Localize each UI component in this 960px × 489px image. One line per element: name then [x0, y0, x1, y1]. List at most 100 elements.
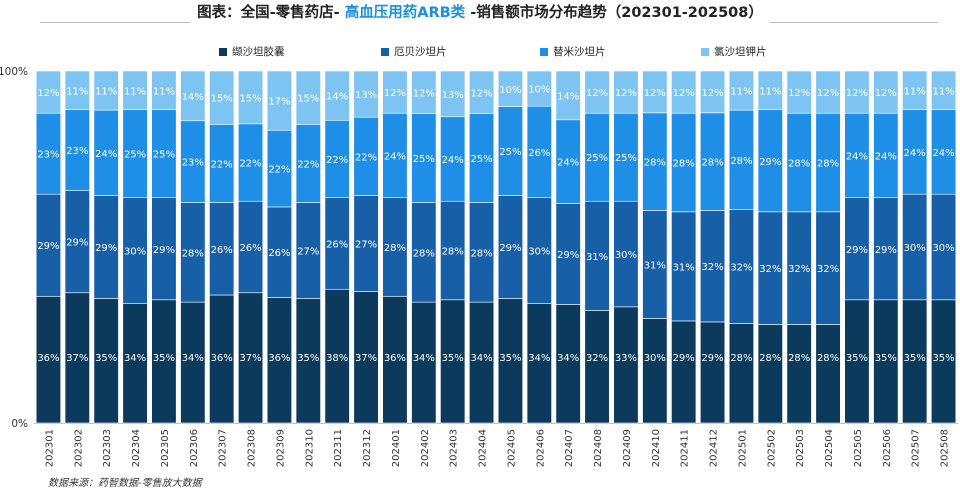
data-label-202504-series-3: 12% — [817, 88, 839, 99]
bar-202304-series-2 — [122, 109, 148, 199]
bar-202412-series-2 — [700, 112, 726, 211]
bar-202305-series-3 — [151, 70, 177, 111]
data-label-202504-series-0: 28% — [817, 353, 839, 364]
data-label-202312-series-0: 37% — [355, 353, 377, 364]
bar-202412-series-3 — [700, 70, 726, 114]
bar-202311-series-0 — [324, 288, 350, 424]
x-tick-label-202306: 202306 — [189, 429, 200, 467]
data-label-202502-series-2: 29% — [759, 157, 781, 168]
bar-202501-series-1 — [728, 209, 754, 324]
bar-202307-series-2 — [209, 124, 235, 203]
bar-202304-series-1 — [122, 197, 148, 304]
data-label-202302-series-2: 23% — [66, 146, 88, 157]
bar-202411-series-2 — [671, 112, 697, 213]
data-label-202506-series-1: 29% — [875, 245, 897, 256]
data-label-202306-series-3: 14% — [182, 92, 204, 103]
data-label-202304-series-1: 30% — [124, 247, 146, 258]
data-label-202304-series-2: 25% — [124, 150, 146, 161]
x-tick-label-202402: 202402 — [420, 429, 431, 467]
bar-202505-series-2 — [844, 112, 870, 199]
bar-202308-series-3 — [238, 70, 264, 125]
data-label-202306-series-1: 28% — [182, 248, 204, 259]
bar-202302-series-2 — [64, 109, 90, 191]
data-label-202307-series-3: 15% — [211, 94, 233, 105]
legend-label-3: 氯沙坦钾片 — [714, 46, 767, 58]
bar-202305-series-0 — [151, 299, 177, 424]
x-tick-label-202311: 202311 — [333, 429, 344, 467]
data-label-202411-series-0: 29% — [673, 353, 695, 364]
bar-202408-series-0 — [584, 310, 610, 424]
bar-202312-series-0 — [353, 291, 379, 424]
data-label-202310-series-3: 15% — [297, 94, 319, 105]
data-label-202406-series-0: 34% — [528, 353, 550, 364]
x-tick-label-202507: 202507 — [911, 429, 922, 467]
data-label-202507-series-1: 30% — [904, 243, 926, 254]
data-label-202310-series-2: 22% — [297, 159, 319, 170]
bar-202311-series-2 — [324, 119, 350, 199]
data-label-202402-series-0: 34% — [413, 353, 435, 364]
bar-202410-series-3 — [642, 70, 668, 114]
data-label-202309-series-3: 17% — [268, 97, 290, 108]
x-tick-label-202303: 202303 — [102, 429, 113, 467]
data-label-202302-series-3: 11% — [66, 86, 88, 97]
bar-202404-series-2 — [469, 113, 495, 203]
bar-202401-series-0 — [382, 295, 408, 424]
x-tick-label-202504: 202504 — [824, 429, 835, 467]
bar-202401-series-2 — [382, 112, 408, 199]
bar-202304-series-3 — [122, 70, 148, 111]
bar-202502-series-1 — [757, 211, 783, 325]
data-label-202301-series-2: 23% — [37, 150, 59, 161]
bar-202404-series-0 — [469, 301, 495, 424]
x-tick-label-202408: 202408 — [593, 429, 604, 467]
bar-202407-series-1 — [555, 203, 581, 305]
data-label-202410-series-2: 28% — [644, 158, 666, 169]
bar-202406-series-3 — [526, 70, 552, 107]
bar-202305-series-1 — [151, 197, 177, 301]
data-label-202308-series-3: 15% — [239, 93, 261, 104]
chart-title: 图表：全国-零售药店- 高血压用药ARB类 -销售额市场分布趋势（202301-… — [0, 1, 960, 22]
data-label-202410-series-1: 31% — [644, 260, 666, 271]
bar-202508-series-1 — [931, 193, 957, 301]
data-label-202502-series-1: 32% — [759, 264, 781, 275]
bar-202504-series-0 — [815, 324, 841, 424]
bar-202412-series-0 — [700, 321, 726, 424]
bar-202308-series-1 — [238, 200, 264, 294]
legend-swatch-2 — [540, 47, 548, 56]
data-label-202507-series-2: 24% — [904, 148, 926, 159]
bar-202503-series-2 — [786, 112, 812, 213]
bar-202310-series-3 — [295, 70, 321, 125]
bar-202404-series-3 — [469, 70, 495, 114]
data-label-202405-series-0: 35% — [499, 353, 521, 364]
data-label-202312-series-1: 27% — [355, 239, 377, 250]
bar-202307-series-1 — [209, 202, 235, 296]
title-rule-right — [770, 22, 938, 23]
data-label-202412-series-2: 28% — [701, 158, 723, 169]
bar-202407-series-3 — [555, 70, 581, 121]
x-tick-label-202410: 202410 — [651, 429, 662, 467]
bar-202506-series-2 — [873, 112, 899, 199]
bar-202303-series-1 — [93, 195, 119, 299]
data-label-202308-series-0: 37% — [239, 353, 261, 364]
data-label-202308-series-2: 22% — [239, 159, 261, 170]
x-tick-label-202307: 202307 — [218, 429, 229, 467]
data-label-202407-series-2: 24% — [557, 158, 579, 169]
bar-202507-series-2 — [902, 109, 928, 195]
x-tick-label-202412: 202412 — [709, 429, 720, 467]
data-label-202412-series-0: 29% — [701, 353, 723, 364]
x-tick-label-202406: 202406 — [535, 429, 546, 467]
bar-202305-series-2 — [151, 109, 177, 199]
data-label-202505-series-3: 12% — [846, 88, 868, 99]
bar-202309-series-2 — [266, 129, 292, 208]
bar-202412-series-1 — [700, 210, 726, 323]
title-suffix: -销售额市场分布趋势（202301-202508） — [465, 5, 763, 21]
bar-202401-series-1 — [382, 197, 408, 297]
bar-202311-series-3 — [324, 70, 350, 121]
bar-202302-series-0 — [64, 292, 90, 424]
bar-202507-series-3 — [902, 70, 928, 111]
data-label-202408-series-3: 12% — [586, 88, 608, 99]
bar-202403-series-1 — [440, 200, 466, 301]
data-label-202311-series-0: 38% — [326, 353, 348, 364]
data-label-202306-series-0: 34% — [182, 353, 204, 364]
x-tick-label-202309: 202309 — [275, 429, 286, 467]
bar-202312-series-3 — [353, 70, 379, 118]
